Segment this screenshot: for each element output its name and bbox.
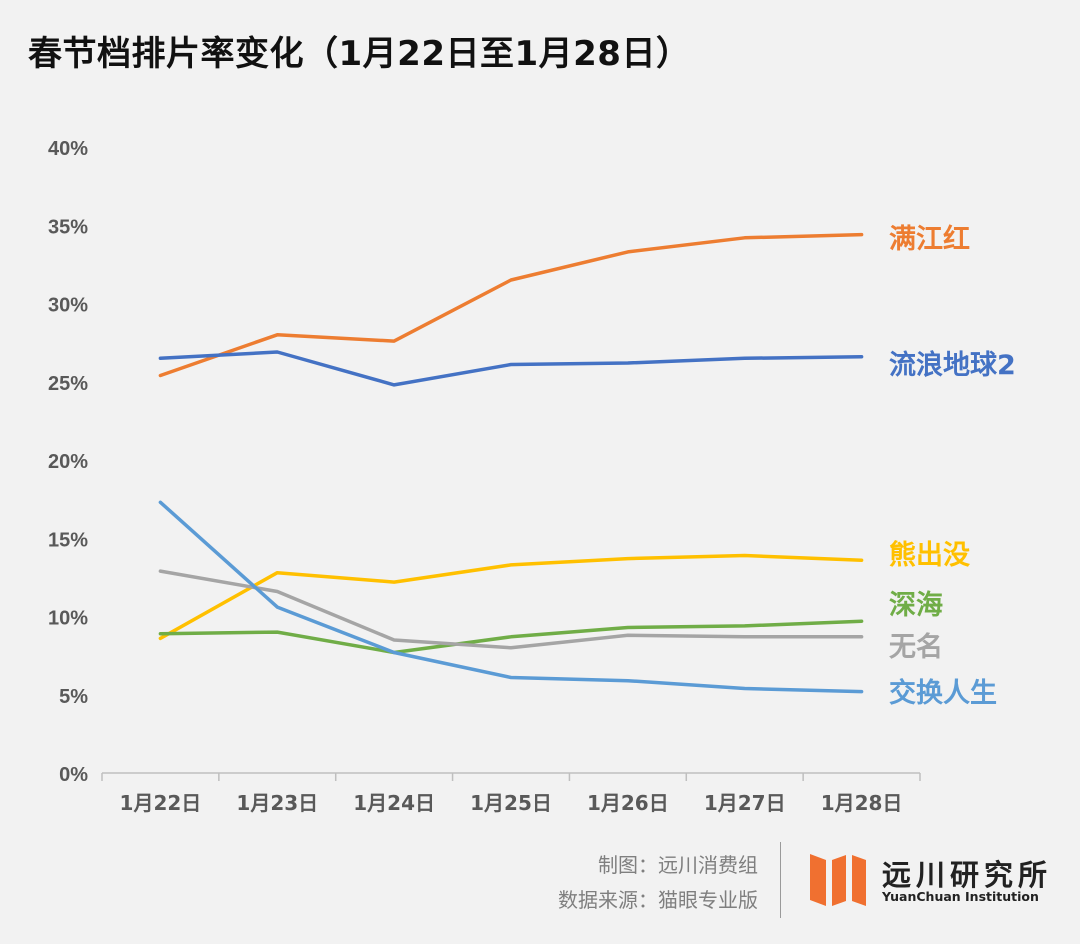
series-label-5: 交换人生 (889, 677, 997, 709)
y-tick-label: 40% (48, 138, 88, 160)
y-tick-label: 35% (48, 216, 88, 238)
x-tick-label: 1月24日 (353, 791, 435, 815)
x-tick-label: 1月27日 (704, 791, 786, 815)
series-line-1 (158, 350, 864, 387)
credits: 制图：远川消费组 数据来源：猫眼专业版 (558, 848, 758, 918)
logo-bar-3 (852, 855, 866, 906)
chart-title: 春节档排片率变化（1月22日至1月28日） (28, 34, 691, 74)
credit-author: 制图：远川消费组 (598, 853, 758, 877)
x-tick-label: 1月28日 (821, 791, 903, 815)
series-line-0 (158, 232, 864, 378)
x-tick-label: 1月23日 (236, 791, 318, 815)
logo-bars-icon (810, 854, 866, 906)
logo-english: YuanChuan Institution (882, 889, 1039, 904)
logo-bar-2 (832, 855, 846, 906)
series-line-4 (158, 569, 864, 650)
series-label-0: 满江红 (889, 223, 970, 255)
series-line-3 (158, 619, 864, 655)
y-tick-label: 5% (59, 686, 88, 708)
y-tick-label: 20% (48, 451, 88, 473)
x-tick-label: 1月22日 (120, 791, 202, 815)
x-tick-label: 1月25日 (470, 791, 552, 815)
series-label-3: 深海 (889, 590, 943, 621)
series-label-4: 无名 (889, 631, 943, 663)
credit-source: 数据来源：猫眼专业版 (558, 888, 758, 912)
y-tick-label: 15% (48, 529, 88, 551)
y-tick-label: 10% (48, 608, 88, 630)
y-tick-label: 30% (48, 295, 88, 317)
y-tick-label: 25% (48, 373, 88, 395)
x-tick-label: 1月26日 (587, 791, 669, 815)
footer-divider (780, 842, 781, 918)
series-label-1: 流浪地球2 (889, 349, 1016, 381)
series-label-2: 熊出没 (889, 539, 970, 571)
logo-bar-1 (810, 854, 826, 906)
y-tick-label: 0% (59, 764, 88, 786)
series-line-5 (158, 500, 864, 694)
logo-name: 远川研究所 (882, 858, 1053, 892)
series-line-2 (158, 553, 864, 641)
